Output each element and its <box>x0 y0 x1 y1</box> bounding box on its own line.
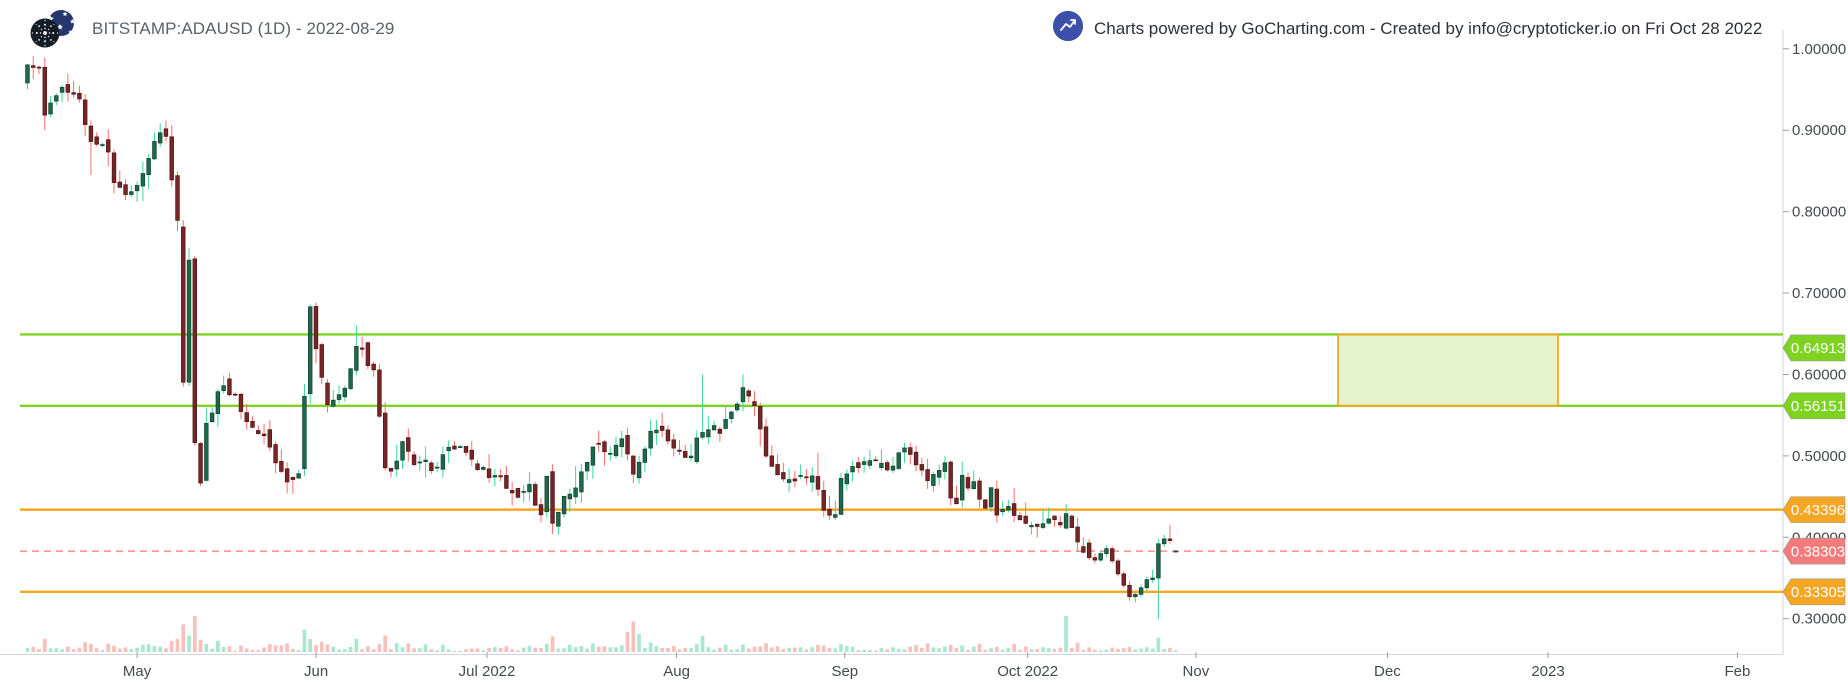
svg-text:Nov: Nov <box>1183 663 1210 680</box>
svg-text:Oct 2022: Oct 2022 <box>997 663 1058 680</box>
svg-text:0.64913: 0.64913 <box>1791 340 1845 357</box>
svg-text:0.50000: 0.50000 <box>1792 448 1846 465</box>
svg-text:2023: 2023 <box>1531 663 1564 680</box>
svg-text:Aug: Aug <box>663 663 690 680</box>
svg-text:0.56151: 0.56151 <box>1791 398 1845 415</box>
svg-text:Sep: Sep <box>831 663 858 680</box>
svg-text:0.30000: 0.30000 <box>1792 611 1846 628</box>
svg-text:0.90000: 0.90000 <box>1792 122 1846 139</box>
svg-text:0.60000: 0.60000 <box>1792 366 1846 383</box>
svg-text:Jun: Jun <box>304 663 328 680</box>
svg-text:May: May <box>123 663 152 680</box>
svg-text:0.43396: 0.43396 <box>1791 502 1845 519</box>
svg-text:1.00000: 1.00000 <box>1792 41 1846 58</box>
svg-text:Dec: Dec <box>1374 663 1401 680</box>
svg-text:0.80000: 0.80000 <box>1792 204 1846 221</box>
svg-text:0.33305: 0.33305 <box>1791 584 1845 601</box>
svg-text:0.38303: 0.38303 <box>1791 543 1845 560</box>
svg-text:0.70000: 0.70000 <box>1792 285 1846 302</box>
svg-text:Jul 2022: Jul 2022 <box>459 663 516 680</box>
svg-text:Feb: Feb <box>1724 663 1750 680</box>
